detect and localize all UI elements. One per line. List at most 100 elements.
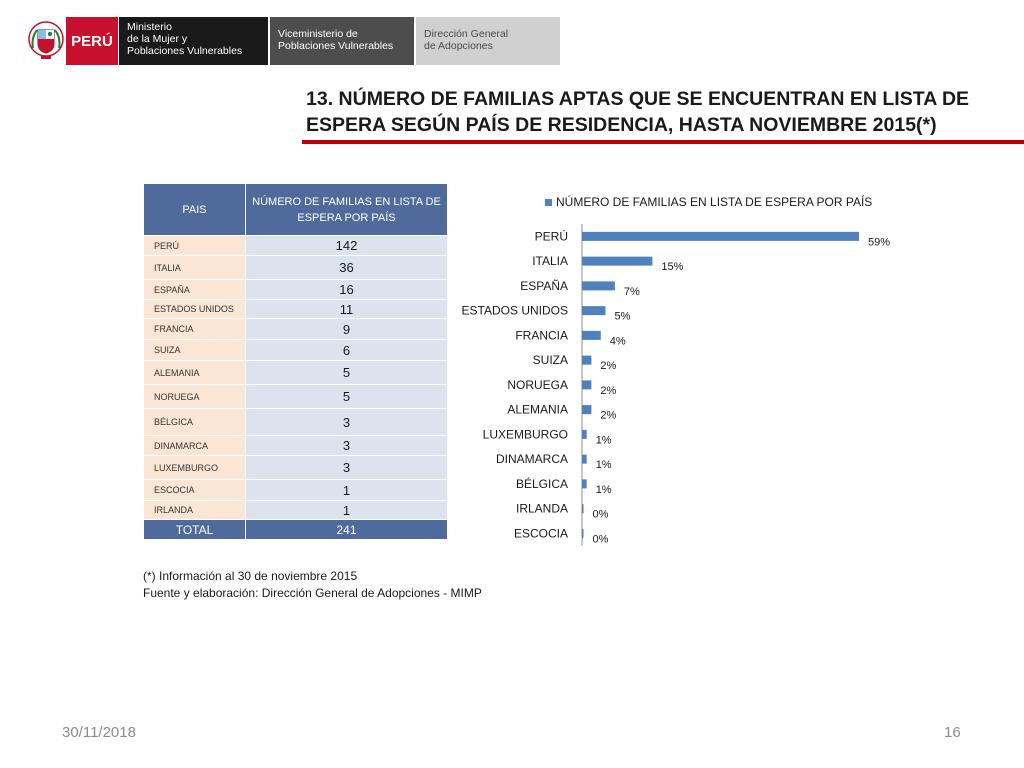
table-header-count: NÚMERO DE FAMILIAS EN LISTA DE ESPERA PO… — [245, 183, 448, 236]
category-label: NORUEGA — [507, 378, 568, 392]
data-label: 2% — [600, 360, 616, 372]
bar-mark — [582, 479, 587, 489]
table-cell-value: 9 — [245, 318, 448, 340]
category-label: SUIZA — [533, 353, 568, 367]
bar-mark — [582, 330, 601, 340]
header-logo-band: PERÚ Ministerio de la Mujer y Poblacione… — [26, 17, 560, 65]
peru-coat-of-arms-icon — [26, 17, 66, 65]
data-label: 59% — [868, 236, 890, 248]
table-row: ITALIA 36 — [143, 255, 448, 280]
table-row: ESTADOS UNIDOS 11 — [143, 299, 448, 319]
table-row: LUXEMBURGO 3 — [143, 455, 448, 480]
footnote-info-date: (*) Información al 30 de noviembre 2015 — [143, 569, 358, 583]
chart-legend: NÚMERO DE FAMILIAS EN LISTA DE ESPERA PO… — [545, 194, 872, 209]
table-cell-value: 11 — [245, 299, 448, 319]
table-row: SUIZA 6 — [143, 339, 448, 361]
footer-date: 30/11/2018 — [62, 724, 136, 741]
table-cell-value: 3 — [245, 455, 448, 480]
table-total-row: TOTAL 241 — [143, 519, 448, 540]
table-cell-value: 16 — [245, 279, 448, 300]
peru-label: PERÚ — [66, 17, 118, 65]
bar-mark — [582, 504, 584, 514]
category-label: FRANCIA — [515, 328, 568, 342]
table-cell-country: ESCOCIA — [143, 479, 246, 501]
table-row: NORUEGA 5 — [143, 384, 448, 409]
table-cell-country: ESTADOS UNIDOS — [143, 299, 246, 319]
table-row: DINAMARCA 3 — [143, 435, 448, 456]
table-cell-value: 3 — [245, 408, 448, 436]
bar-mark — [582, 281, 615, 291]
table-cell-country: ESPAÑA — [143, 279, 246, 300]
category-label: ITALIA — [532, 254, 568, 268]
data-label: 4% — [610, 335, 626, 347]
bar-mark — [582, 429, 587, 439]
data-label: 15% — [661, 261, 683, 273]
data-label: 1% — [596, 484, 612, 496]
table-row: IRLANDA 1 — [143, 500, 448, 520]
table-cell-country: ITALIA — [143, 255, 246, 280]
category-label: ESPAÑA — [520, 279, 568, 293]
table-cell-country: BÉLGICA — [143, 408, 246, 436]
legend-swatch — [545, 199, 552, 206]
bar-mark — [582, 454, 587, 464]
table-cell-value: 5 — [245, 360, 448, 385]
slide-title-line-2: ESPERA SEGÚN PAÍS DE RESIDENCIA, HASTA N… — [306, 114, 937, 136]
table-cell-value: 1 — [245, 500, 448, 520]
legend-label: NÚMERO DE FAMILIAS EN LISTA DE ESPERA PO… — [556, 194, 872, 209]
slide-title: 13. NÚMERO DE FAMILIAS APTAS QUE SE ENCU… — [306, 86, 1006, 138]
category-label: BÉLGICA — [516, 476, 568, 491]
bar-mark — [582, 528, 584, 538]
families-table: PAIS NÚMERO DE FAMILIAS EN LISTA DE ESPE… — [143, 183, 448, 540]
ministry-line-2: de la Mujer y — [127, 33, 188, 45]
table-cell-country: IRLANDA — [143, 500, 246, 520]
title-underline — [302, 140, 1024, 144]
table-cell-country: ALEMANIA — [143, 360, 246, 385]
table-cell-country: LUXEMBURGO — [143, 455, 246, 480]
category-label: ALEMANIA — [507, 403, 568, 417]
waiting-list-bar-chart: NÚMERO DE FAMILIAS EN LISTA DE ESPERA PO… — [462, 194, 890, 546]
direction-line-1: Dirección General — [424, 28, 509, 40]
table-cell-value: 5 — [245, 384, 448, 409]
ministry-name: Ministerio de la Mujer y Poblaciones Vul… — [118, 17, 268, 65]
data-label: 0% — [593, 533, 609, 545]
table-cell-country: SUIZA — [143, 339, 246, 361]
table-row: FRANCIA 9 — [143, 318, 448, 340]
bar-mark — [582, 231, 859, 241]
ministry-line-1: Ministerio — [127, 21, 172, 33]
table-cell-value: 1 — [245, 479, 448, 501]
slide-title-line-1: 13. NÚMERO DE FAMILIAS APTAS QUE SE ENCU… — [306, 88, 970, 110]
ministry-line-3: Poblaciones Vulnerables — [127, 45, 243, 57]
table-row: BÉLGICA 3 — [143, 408, 448, 436]
data-label: 2% — [600, 385, 616, 397]
footnote-source: Fuente y elaboración: Dirección General … — [143, 586, 482, 600]
bar-mark — [582, 355, 592, 365]
bar-mark — [582, 380, 592, 390]
bar-mark — [582, 306, 606, 316]
table-cell-country: DINAMARCA — [143, 435, 246, 456]
vice-ministry-line-2: Poblaciones Vulnerables — [278, 40, 394, 52]
table-total-value: 241 — [245, 519, 448, 540]
bar-mark — [582, 256, 653, 266]
category-label: ESCOCIA — [514, 526, 568, 540]
data-label: 7% — [624, 286, 640, 298]
table-cell-country: FRANCIA — [143, 318, 246, 340]
vice-ministry-name: Viceministerio de Poblaciones Vulnerable… — [268, 17, 414, 65]
table-row: ESCOCIA 1 — [143, 479, 448, 501]
data-label: 1% — [596, 459, 612, 471]
table-cell-country: NORUEGA — [143, 384, 246, 409]
vice-ministry-line-1: Viceministerio de — [278, 28, 358, 40]
table-row: ESPAÑA 16 — [143, 279, 448, 300]
table-total-label: TOTAL — [143, 519, 246, 540]
category-label: DINAMARCA — [496, 452, 568, 466]
data-label: 0% — [593, 509, 609, 521]
table-cell-value: 142 — [245, 235, 448, 256]
footnotes: (*) Información al 30 de noviembre 2015 … — [143, 568, 482, 602]
direction-line-2: de Adopciones — [424, 40, 493, 52]
table-row: ALEMANIA 5 — [143, 360, 448, 385]
table-cell-country: PERÚ — [143, 235, 246, 256]
table-cell-value: 6 — [245, 339, 448, 361]
category-label: LUXEMBURGO — [483, 427, 568, 441]
table-row: PERÚ 142 — [143, 235, 448, 256]
data-label: 5% — [614, 311, 630, 323]
direction-name: Dirección General de Adopciones — [414, 17, 560, 65]
